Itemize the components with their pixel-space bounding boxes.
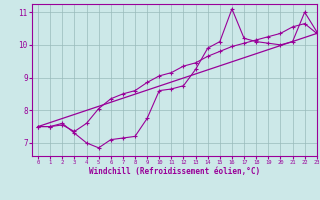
X-axis label: Windchill (Refroidissement éolien,°C): Windchill (Refroidissement éolien,°C)	[89, 167, 260, 176]
